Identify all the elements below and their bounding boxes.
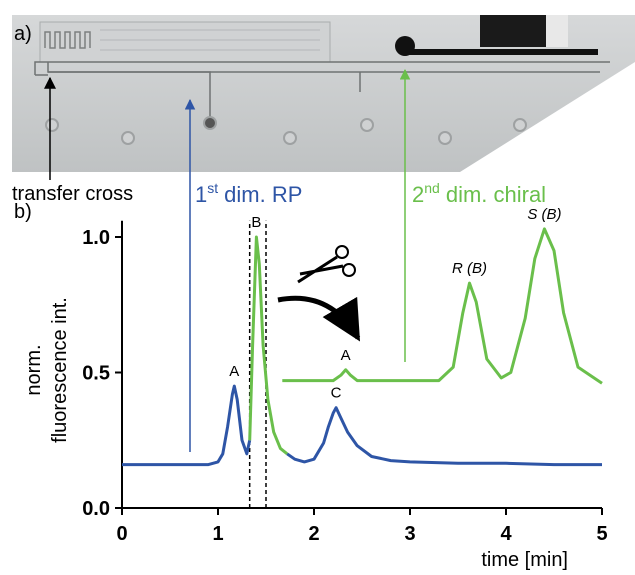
x-tick-label: 5 <box>596 523 607 545</box>
annotation-sup: nd <box>424 180 440 196</box>
x-tick-label: 4 <box>500 523 512 545</box>
peak-label: S (B) <box>527 206 561 223</box>
scissors-icon <box>297 245 356 284</box>
annotation-part: 1 <box>195 182 207 207</box>
annotation: transfer cross <box>12 183 133 205</box>
annotation-part: 2 <box>412 182 424 207</box>
panel-label: a) <box>14 23 32 45</box>
peak-label: B <box>251 214 261 231</box>
peak-label: A <box>341 347 351 364</box>
plot: 0.0 0.5 1.0 0 1 2 3 4 5 A B C A R (B) S (B) <box>82 206 607 545</box>
annotation-sup: st <box>207 180 218 196</box>
chip-photo <box>12 15 635 172</box>
peak-label: A <box>229 363 239 380</box>
y-axis-label: norm. fluorescence int. <box>23 297 71 443</box>
y-tick-label: 0.0 <box>82 498 110 520</box>
x-tick-label: 2 <box>308 523 319 545</box>
annotation-part: dim. RP <box>224 182 302 207</box>
panel-label: b) <box>14 201 32 223</box>
data-line <box>282 227 603 385</box>
y-tick-label: 0.5 <box>82 363 110 385</box>
peak-label: R (B) <box>452 260 487 277</box>
peak-label: C <box>331 385 342 402</box>
x-axis-label: time [min] <box>481 549 568 571</box>
y-axis-label-line: norm. <box>23 344 45 395</box>
data-line <box>122 384 602 467</box>
annotation-part: dim. chiral <box>446 182 546 207</box>
x-tick-label: 1 <box>212 523 223 545</box>
annotation: 2nd dim. chiral <box>412 180 546 207</box>
y-axis-label-line: fluorescence int. <box>49 297 71 443</box>
data-line <box>248 235 289 455</box>
x-tick-label: 3 <box>404 523 415 545</box>
annotation: 1st dim. RP <box>195 180 302 207</box>
x-tick-label: 0 <box>116 523 127 545</box>
curved-arrow <box>277 295 361 342</box>
y-tick-label: 1.0 <box>82 227 110 249</box>
